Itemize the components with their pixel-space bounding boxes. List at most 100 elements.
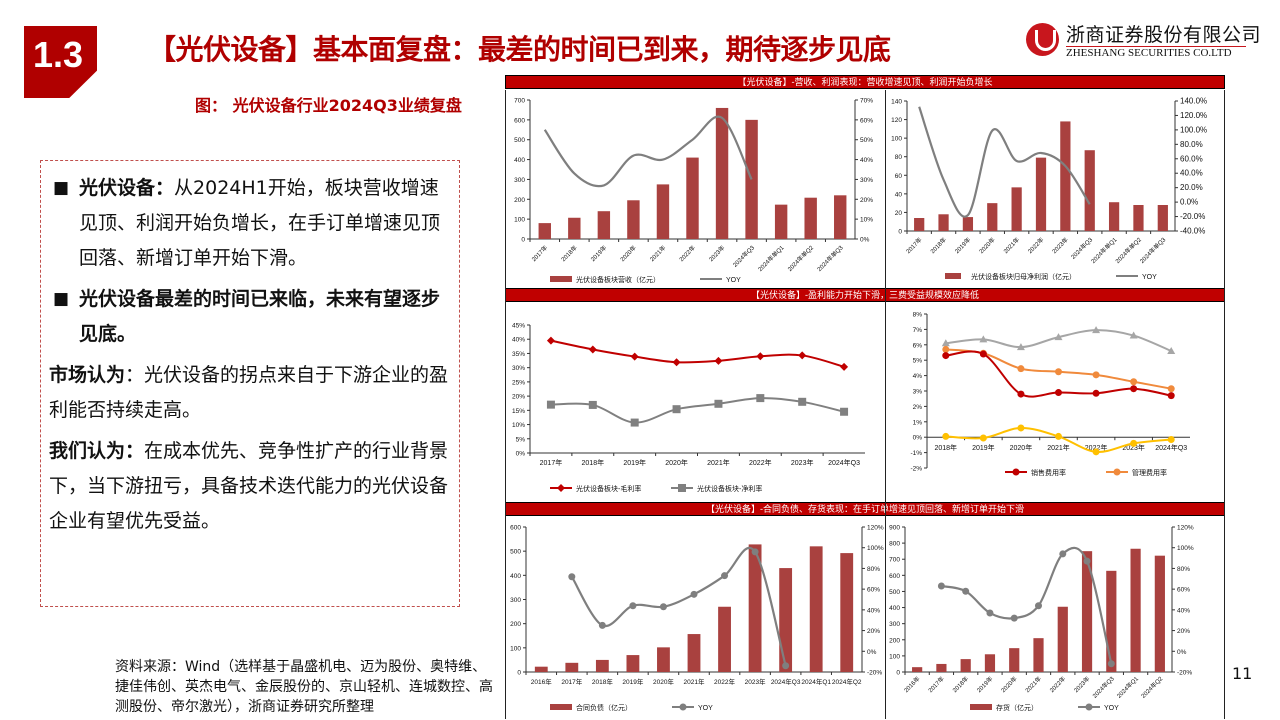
x-tick-label: 2024年单Q3 [1138,235,1168,265]
bar [912,667,923,672]
data-point [557,484,565,492]
x-tick-label: 2024年单Q3 [815,243,845,273]
bar [568,217,581,239]
y2-tick-label: 80.0% [1180,140,1203,149]
x-tick-label: 2017年 [561,677,582,686]
data-point [1017,365,1025,373]
x-tick-label: 2017年 [530,244,549,263]
data-point [840,407,849,416]
legend-label: 销售费用率 [1031,468,1066,477]
legend-label: 管理费用率 [1132,468,1167,477]
bullet-2-bold: 光伏设备最差的时间已来临，未来有望逐步见底。 [79,288,441,345]
y-tick-label: 500 [889,589,900,596]
data-point [690,590,698,598]
bar [657,647,670,672]
bar [597,211,611,239]
y2-tick-label: 60% [867,587,880,594]
x-tick-label: 2019年 [622,677,643,686]
y-tick-label: 400 [514,157,525,164]
y-tick-label: 80 [895,154,903,161]
series-line [918,106,1091,218]
data-point [798,351,807,360]
legend-label: YOY [1104,705,1119,712]
section-badge: 1.3 [24,26,97,98]
x-tick-label: 2023年 [1050,236,1069,255]
x-tick-label: 2020年 [999,675,1018,694]
y-tick-label: 40% [512,337,525,344]
data-point [1059,550,1067,558]
x-tick-label: 2023年 [707,244,726,263]
y-tick-label: 900 [889,525,900,532]
x-tick-label: 2018年 [582,458,605,467]
data-point [1167,385,1175,393]
x-tick-label: 2021年 [648,244,667,263]
data-point [751,548,759,556]
panel-row-1: 【光伏设备】-营收、利润表现：营收增速见顶、利润开始负增长 [505,75,1225,288]
y-tick-label: 100 [510,645,521,652]
data-point [1012,468,1020,476]
y2-tick-label: 60% [1177,587,1190,594]
y-tick-label: 0 [521,237,525,244]
bar [1035,157,1047,231]
bar [938,214,949,231]
y-tick-label: 20% [512,394,525,401]
data-point [630,352,639,361]
bar [914,218,925,231]
y-tick-label: 10% [512,422,525,429]
our-view-text: 在成本优先、竞争性扩产的行业背景下，当下游扭亏，具备技术迭代能力的光伏设备企业有… [49,440,449,532]
bar [960,659,971,672]
x-tick-label: 2021年 [707,458,730,467]
figure-caption: 图： 光伏设备行业2024Q3业绩复盘 [195,96,462,115]
panel-divider [885,90,886,719]
x-tick-label: 2022年 [749,458,772,467]
x-tick-label: 2023年 [1122,443,1145,452]
y-tick-label: -2% [910,466,922,473]
data-point [1167,392,1175,400]
x-tick-label: 2021年 [684,677,705,686]
data-point [941,339,950,347]
data-point [942,352,950,360]
data-point [1055,368,1062,376]
y2-tick-label: 70% [860,98,873,105]
bar [1108,202,1120,231]
data-point [679,703,687,711]
data-point [672,405,681,414]
y2-tick-label: 0.0% [1180,198,1198,207]
bar [1133,205,1144,231]
y-tick-label: 40 [895,191,903,198]
section-number: 1.3 [33,34,84,75]
data-point [598,621,606,629]
x-tick-label: 2020年 [665,458,688,467]
legend-label: 存货（亿元） [996,703,1038,712]
y2-tick-label: 40% [860,157,873,164]
y-tick-label: 0 [898,229,902,236]
data-point [937,582,945,590]
data-point [588,345,597,354]
y2-tick-label: 140.0% [1180,97,1207,106]
y-tick-label: 1% [913,419,923,426]
y-tick-label: 200 [889,637,900,644]
y2-tick-label: 20% [860,197,873,204]
y-tick-label: 60 [895,173,903,180]
bar [1060,121,1071,231]
y-tick-label: 3% [913,389,923,396]
data-point [1010,614,1018,622]
y-tick-label: 4% [913,373,923,380]
x-tick-label: 2024年Q1 [1115,674,1140,699]
data-point [1017,424,1025,432]
bar [595,659,609,672]
y-tick-label: 300 [510,597,521,604]
x-tick-label: 2019年 [589,244,608,263]
y2-tick-label: 20% [867,628,880,635]
data-point [1113,468,1121,476]
logo-name-cn: 浙商证券股份有限公司 [1066,24,1262,46]
x-tick-label: 2021年 [1024,675,1043,694]
x-tick-label: 2021年 [1047,443,1070,452]
y2-tick-label: 120.0% [1180,111,1207,120]
y-tick-label: 2% [913,404,923,411]
y2-tick-label: -20% [1177,670,1192,677]
y-tick-label: 30% [512,365,525,372]
data-point [756,352,765,361]
y2-tick-label: 80% [867,566,880,573]
data-point [1055,432,1062,440]
